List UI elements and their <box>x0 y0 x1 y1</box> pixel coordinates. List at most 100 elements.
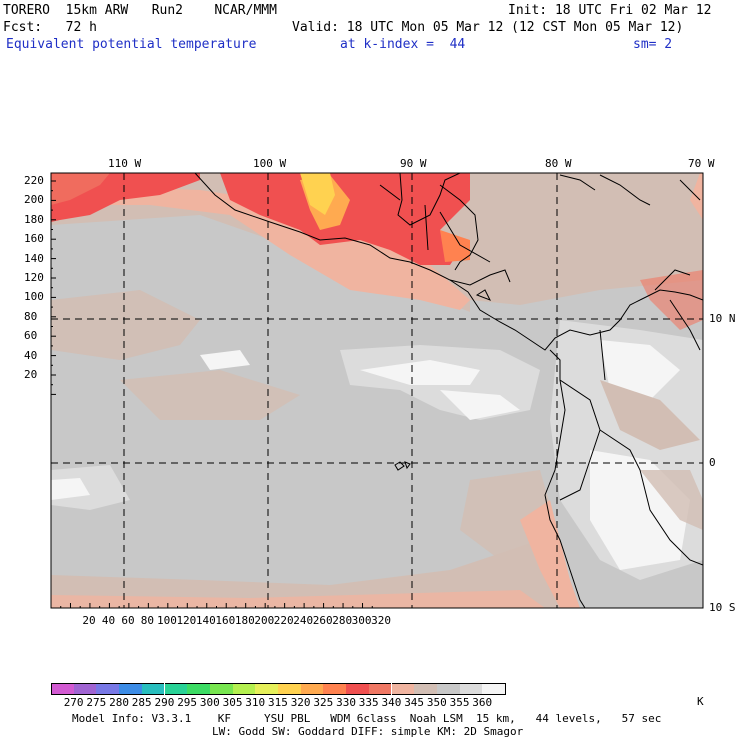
left-tick-label: 40 <box>24 348 38 362</box>
colorbar-swatch <box>482 683 506 695</box>
field-bottom-345 <box>51 540 560 608</box>
left-tick-label: 180 <box>24 212 44 226</box>
colorbar-swatch <box>96 683 120 695</box>
field-region-325 <box>440 230 470 262</box>
graticule <box>51 173 703 608</box>
colorbar-swatch <box>323 683 347 695</box>
field-region-330-mexico <box>220 173 470 265</box>
field-bottom-340 <box>51 590 545 608</box>
colorbar-label: 285 <box>131 696 152 709</box>
physics-info: LW: Godd SW: Goddard DIFF: simple KM: 2D… <box>212 725 524 738</box>
colorbar-swatch <box>187 683 210 695</box>
field-white-b <box>360 360 480 385</box>
init-time: Init: 18 UTC Fri 02 Mar 12 <box>508 3 712 18</box>
bottom-tick-label: 220 <box>273 614 294 627</box>
level-info: at k-index = 44 <box>340 37 466 52</box>
colorbar-swatch <box>73 683 97 695</box>
colorbar-swatch <box>141 683 165 695</box>
field-white-e <box>51 478 90 500</box>
forecast-hour: Fcst: 72 h <box>3 20 97 35</box>
left-tick-label: 80 <box>24 309 38 323</box>
field-white-d <box>51 465 130 510</box>
lon-label-110w: 110 W <box>108 157 142 170</box>
model-info: Model Info: V3.3.1 KF YSU PBL WDM 6class… <box>72 712 662 725</box>
field-peru-coast-340 <box>520 500 580 608</box>
bottom-tick-label: 60 <box>121 614 135 627</box>
field-region-315 <box>300 173 335 215</box>
bottom-tick-label: 280 <box>332 614 353 627</box>
colorbar-swatch <box>51 683 75 695</box>
field-region-340 <box>51 185 470 310</box>
field-south-america-360b <box>600 340 680 400</box>
lon-label-70w: 70 W <box>688 157 715 170</box>
lat-label-10s: 10 S <box>709 601 736 614</box>
field-white-a <box>200 350 250 370</box>
colorbar-label: 305 <box>222 696 243 709</box>
bottom-tick-label: 140 <box>195 614 216 627</box>
field-name: Equivalent potential temperature <box>6 37 257 52</box>
colorbar-label: 290 <box>154 696 175 709</box>
colorbar-label: 280 <box>109 696 129 709</box>
colorbar-label: 300 <box>199 696 220 709</box>
bottom-tick-label: 300 <box>351 614 372 627</box>
colorbar-label: 325 <box>313 696 334 709</box>
left-tick-label: 160 <box>24 232 44 246</box>
colorbar-swatch <box>346 683 369 695</box>
colorbar-swatch <box>300 683 324 695</box>
left-tick-label: 60 <box>24 329 38 343</box>
colorbar-swatch <box>119 683 142 695</box>
left-tick-label: 140 <box>24 251 44 265</box>
colorbar-label: 330 <box>336 696 356 709</box>
colorbar-swatch <box>391 683 415 695</box>
bottom-tick-label: 120 <box>176 614 197 627</box>
field-caribbean-335 <box>640 270 703 330</box>
colorbar-swatch <box>164 683 188 695</box>
colorbar-swatch <box>255 683 278 695</box>
colorbar-swatch <box>414 683 437 695</box>
left-tick-label: 20 <box>24 368 38 381</box>
left-tick-label: 120 <box>24 271 44 284</box>
colorbar-swatch <box>209 683 233 695</box>
left-tick-label: 100 <box>24 290 44 304</box>
colorbar-swatch <box>232 683 256 695</box>
colorbar-label: 320 <box>290 696 311 709</box>
field-blob-345-a <box>51 290 200 360</box>
bottom-tick-label: 320 <box>371 614 392 627</box>
left-tick-label: 200 <box>24 193 44 207</box>
plot-frame <box>50 172 704 609</box>
lon-label-80w: 80 W <box>545 157 572 170</box>
colorbar-label: 275 <box>86 696 107 709</box>
smoothing-info: sm= 2 <box>633 37 673 52</box>
colorbar-label: 315 <box>268 696 288 709</box>
colorbar-swatch <box>278 683 301 695</box>
colorbar-label: 350 <box>426 696 447 709</box>
lon-label-90w: 90 W <box>400 157 427 170</box>
colorbar-label: 355 <box>449 696 470 709</box>
field-blob-345-b <box>120 370 300 420</box>
bottom-tick-label: 240 <box>293 614 314 627</box>
bottom-tick-label: 180 <box>234 614 255 627</box>
bottom-tick-label: 200 <box>254 614 275 627</box>
field-andes-345 <box>600 380 700 450</box>
colorbar-label: 335 <box>358 696 379 709</box>
bottom-tick-label: 20 <box>82 614 96 627</box>
bottom-tick-label: 160 <box>215 614 236 627</box>
colorbar-label: 345 <box>404 696 425 709</box>
field-region-335-pacific <box>51 173 110 205</box>
lat-label-10n: 10 N <box>709 312 736 325</box>
colorbar-label: 360 <box>472 696 493 709</box>
coastlines <box>194 173 703 608</box>
left-tick-label: 220 <box>24 174 44 187</box>
colorbar-swatch <box>368 683 392 695</box>
colorbar-unit: K <box>697 695 704 708</box>
lon-label-100w: 100 W <box>253 157 287 170</box>
model-title: TORERO 15km ARW Run2 NCAR/MMM <box>3 3 277 18</box>
colorbar-swatch <box>459 683 483 695</box>
colorbar-label: 340 <box>381 696 402 709</box>
bottom-tick-label: 260 <box>312 614 333 627</box>
lat-label-0: 0 <box>709 456 716 469</box>
colorbar-label: 270 <box>63 696 84 709</box>
field-white-c <box>440 390 520 420</box>
colorbar-swatch <box>436 683 460 695</box>
